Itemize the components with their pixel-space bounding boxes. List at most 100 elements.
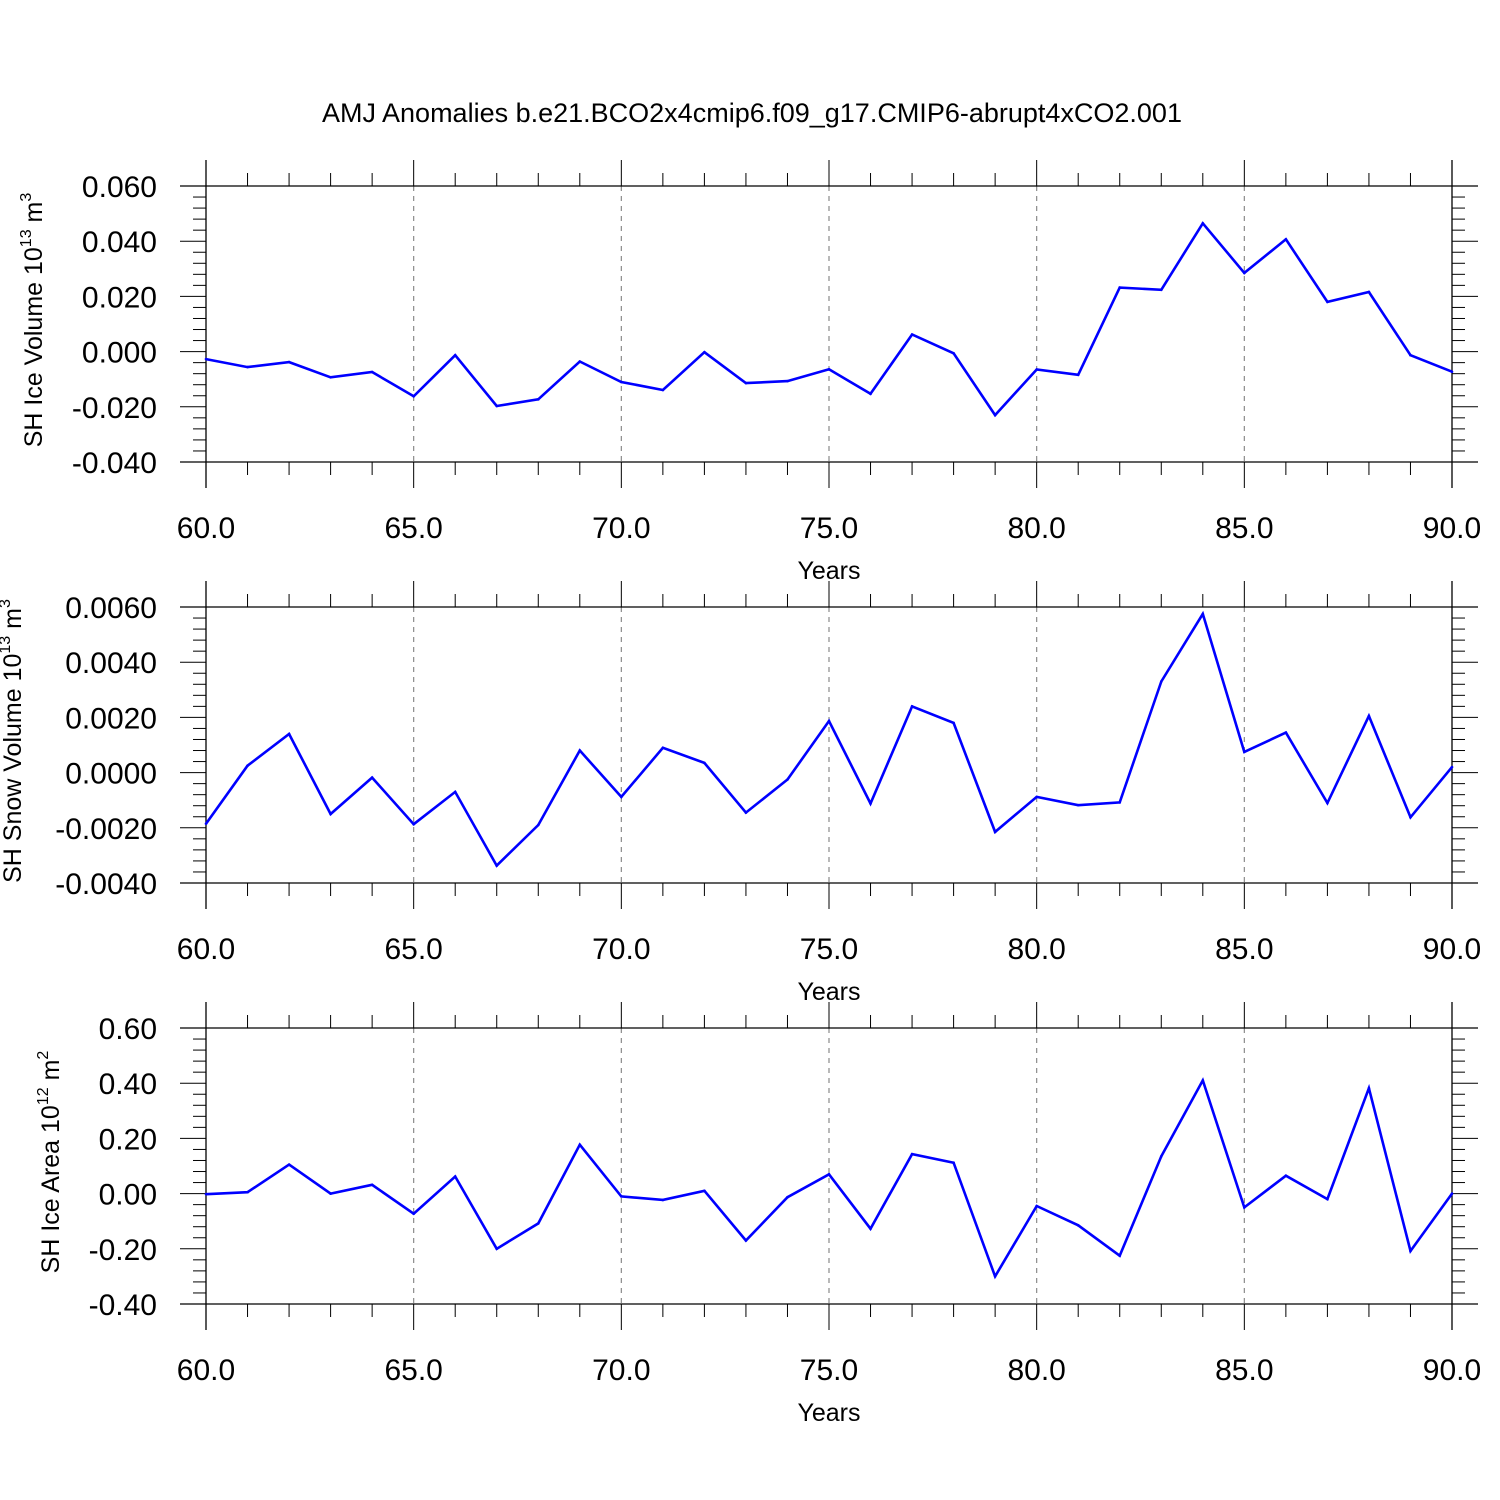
y-tick-label: 0.60 (99, 1013, 157, 1046)
x-tick-label: 90.0 (1423, 1354, 1481, 1387)
y-axis-label-unit-exponent: 2 (35, 1051, 52, 1060)
chart-panel-1: 60.0 65.0 70.0 75.0 80.0 85.0 90.0 -0.040 -0.020… (18, 160, 1481, 585)
data-point (1035, 368, 1038, 371)
data-point (1076, 373, 1080, 377)
x-tick-label: 70.0 (592, 1354, 650, 1387)
data-point (495, 864, 499, 867)
y-axis-label-unit-exponent: 3 (18, 193, 35, 202)
data-point (827, 367, 831, 371)
data-point (1201, 221, 1205, 225)
data-point (993, 413, 997, 417)
x-tick-label: 80.0 (1007, 1354, 1065, 1387)
data-point (287, 732, 291, 736)
data-point (1243, 750, 1246, 754)
data-point (1326, 801, 1329, 805)
y-axis-label-text: SH Snow Volume 10 (0, 654, 27, 883)
data-point (536, 1222, 540, 1225)
y-tick-label: 0.0040 (65, 647, 157, 680)
data-point (246, 1190, 249, 1194)
data-point (1035, 1204, 1038, 1208)
y-tick-label: -0.0040 (55, 868, 157, 901)
data-point (744, 381, 748, 385)
x-tick-label: 80.0 (1007, 512, 1065, 545)
data-point (827, 1172, 831, 1176)
y-tick-label: 0.060 (82, 171, 157, 204)
data-point (869, 392, 872, 396)
x-tick-label: 60.0 (177, 512, 235, 545)
data-point (329, 1192, 332, 1195)
x-tick-label: 70.0 (592, 933, 650, 966)
data-point (1284, 1174, 1288, 1177)
y-tick-label: 0.0000 (65, 758, 157, 791)
data-point (495, 1247, 499, 1251)
data-point (287, 1163, 291, 1166)
data-point (620, 380, 623, 384)
x-tick-label: 65.0 (384, 1354, 442, 1387)
data-point (1201, 1079, 1205, 1082)
data-point (1076, 1224, 1080, 1227)
y-axis-label: SH Ice Area 1012 m2 (35, 1051, 65, 1274)
data-point (204, 1192, 208, 1196)
x-tick-label: 65.0 (384, 933, 442, 966)
y-axis-label-text: SH Ice Volume 10 (20, 247, 48, 447)
data-point (412, 822, 415, 826)
data-point (246, 764, 249, 767)
y-tick-label: -0.020 (72, 392, 157, 425)
data-point (370, 776, 374, 779)
data-point (661, 746, 665, 750)
data-point (204, 357, 208, 361)
data-point (412, 1212, 415, 1216)
data-point (869, 1227, 872, 1230)
y-tick-label: 0.040 (82, 226, 157, 259)
data-point (827, 719, 831, 723)
data-point (620, 1195, 623, 1198)
chart-panel-2: 60.0 65.0 70.0 75.0 80.0 85.0 90.0 -0.0040 -0.00… (0, 581, 1481, 1006)
x-tick-label: 90.0 (1423, 933, 1481, 966)
data-point (1409, 1249, 1412, 1253)
data-point (661, 1198, 665, 1202)
data-point (578, 749, 582, 752)
data-point (453, 353, 457, 357)
data-point (287, 360, 291, 364)
y-axis-label-unit-exponent: 3 (0, 599, 14, 608)
x-tick-label: 85.0 (1215, 1354, 1273, 1387)
y-tick-label: -0.20 (89, 1234, 157, 1267)
y-axis-label-text: SH Ice Area 10 (37, 1105, 65, 1273)
data-point (1243, 1206, 1246, 1209)
y-axis-label-unit: m (37, 1060, 65, 1088)
data-point (370, 370, 374, 374)
data-point (329, 375, 332, 379)
data-point (1159, 680, 1163, 683)
data-point (952, 721, 955, 725)
data-point (1243, 271, 1246, 275)
chart-panel-3: 60.0 65.0 70.0 75.0 80.0 85.0 90.0 -0.40 -0.20 0.… (35, 1002, 1481, 1427)
data-point (1450, 1192, 1454, 1195)
x-tick-label: 60.0 (177, 933, 235, 966)
x-tick-label: 65.0 (384, 512, 442, 545)
data-point (1409, 816, 1412, 819)
data-point (246, 365, 249, 369)
data-point (1326, 300, 1329, 304)
data-point (1159, 288, 1163, 292)
data-point (1201, 612, 1205, 616)
data-point (1367, 714, 1371, 718)
data-point (412, 395, 415, 398)
y-axis-label: SH Ice Volume 1013 m3 (18, 193, 48, 448)
x-tick-label: 60.0 (177, 1354, 235, 1387)
data-point (1409, 353, 1412, 357)
x-tick-label: 80.0 (1007, 933, 1065, 966)
data-point (1367, 1086, 1371, 1090)
data-point (1118, 286, 1122, 289)
data-point (703, 350, 706, 354)
x-tick-label: 75.0 (800, 933, 858, 966)
y-axis-label-exponent: 12 (35, 1087, 52, 1105)
data-point (578, 1143, 582, 1147)
y-tick-label: 0.0060 (65, 592, 157, 625)
data-point (786, 1195, 789, 1199)
y-tick-label: 0.20 (99, 1123, 157, 1156)
y-tick-label: 0.00 (99, 1179, 157, 1212)
y-tick-label: -0.040 (72, 447, 157, 480)
data-point (1035, 795, 1038, 799)
x-axis-label: Years (797, 1399, 860, 1427)
